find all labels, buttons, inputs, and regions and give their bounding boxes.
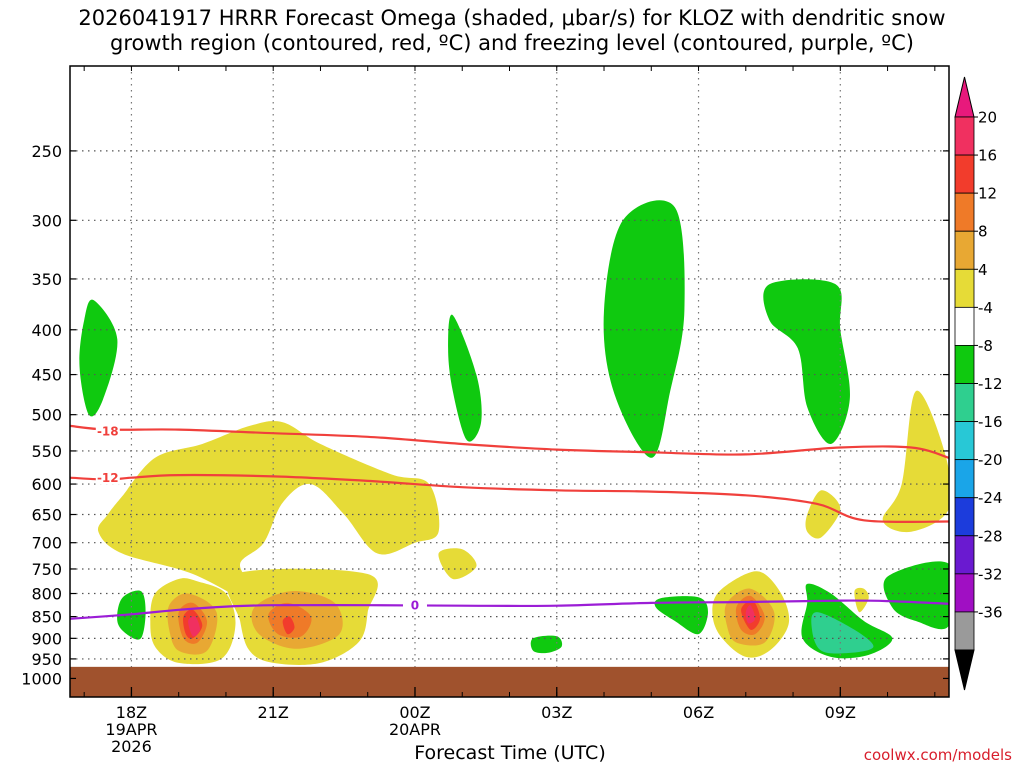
x-tick-label: 18Z bbox=[116, 703, 147, 722]
x-tick-label: 21Z bbox=[258, 703, 289, 722]
x-tick-label: 09Z bbox=[825, 703, 856, 722]
y-tick-label: 450 bbox=[31, 366, 62, 385]
colorbar-label: -20 bbox=[978, 451, 1003, 469]
colorbar-swatch bbox=[954, 421, 975, 461]
omega-region bbox=[883, 561, 949, 630]
x-tick-label: 03Z bbox=[541, 703, 572, 722]
colorbar-swatch bbox=[954, 497, 975, 537]
contour-label: 0 bbox=[411, 599, 419, 613]
y-tick-label: 850 bbox=[31, 608, 62, 627]
colorbar-label: -32 bbox=[978, 565, 1003, 583]
colorbar-swatch bbox=[954, 535, 975, 575]
colorbar-swatch bbox=[954, 116, 975, 156]
contour-line bbox=[70, 473, 949, 524]
y-tick-label: 600 bbox=[31, 475, 62, 494]
colorbar-label: -8 bbox=[978, 337, 993, 355]
colorbar-swatch bbox=[954, 230, 975, 270]
colorbar-label: -28 bbox=[978, 527, 1003, 545]
colorbar-label: 4 bbox=[978, 261, 988, 279]
x-tick-label: 2026 bbox=[111, 737, 152, 756]
y-tick-label: 800 bbox=[31, 585, 62, 604]
colorbar-swatch bbox=[954, 268, 975, 308]
colorbar-swatch bbox=[954, 383, 975, 422]
colorbar-label: -12 bbox=[978, 375, 1003, 393]
y-tick-label: 750 bbox=[31, 560, 62, 579]
y-tick-label: 1000 bbox=[21, 669, 62, 688]
y-tick-label: 700 bbox=[31, 534, 62, 553]
chart-title-line-2: growth region (contoured, red, ºC) and f… bbox=[110, 31, 914, 55]
colorbar-swatch bbox=[954, 154, 975, 194]
y-tick-label: 650 bbox=[31, 506, 62, 525]
colorbar-label: 8 bbox=[978, 223, 988, 241]
contour-label-bg bbox=[95, 470, 120, 485]
colorbar-swatch bbox=[954, 611, 975, 651]
chart-title-line-1: 2026041917 HRRR Forecast Omega (shaded, … bbox=[78, 6, 946, 30]
omega-region bbox=[530, 635, 563, 654]
colorbar-top-triangle bbox=[954, 76, 975, 118]
colorbar-label: 12 bbox=[978, 185, 997, 203]
y-tick-label: 300 bbox=[31, 211, 62, 230]
omega-region bbox=[79, 299, 118, 417]
contour-label: -12 bbox=[97, 471, 119, 485]
y-tick-label: 500 bbox=[31, 406, 62, 425]
x-tick-label: 20APR bbox=[389, 720, 441, 739]
colorbar-label: -4 bbox=[978, 299, 993, 317]
y-tick-label: 550 bbox=[31, 442, 62, 461]
colorbar-swatch bbox=[954, 573, 975, 613]
x-tick-label: 06Z bbox=[683, 703, 714, 722]
omega-region bbox=[603, 200, 685, 458]
colorbar-label: -24 bbox=[978, 489, 1003, 507]
x-tick-label: 00Z bbox=[399, 703, 430, 722]
contour-label-bg bbox=[402, 598, 427, 613]
colorbar-swatch bbox=[954, 459, 975, 499]
chart-title: 2026041917 HRRR Forecast Omega (shaded, … bbox=[0, 6, 1024, 56]
omega-region bbox=[763, 279, 850, 445]
ground-terrain bbox=[70, 666, 949, 697]
y-tick-label: 900 bbox=[31, 629, 62, 648]
y-tick-label: 250 bbox=[31, 142, 62, 161]
omega-region bbox=[188, 616, 201, 637]
omega-region bbox=[448, 314, 482, 442]
colorbar-swatch bbox=[954, 192, 975, 232]
colorbar-label: 16 bbox=[978, 147, 997, 165]
y-tick-label: 950 bbox=[31, 650, 62, 669]
omega-region bbox=[282, 616, 295, 635]
source-credit[interactable]: coolwx.com/models bbox=[863, 746, 1012, 764]
omega-region bbox=[654, 596, 708, 635]
contour-label-bg bbox=[95, 424, 120, 439]
colorbar-swatch bbox=[954, 345, 975, 384]
colorbar-bottom-triangle bbox=[954, 649, 975, 691]
omega-region bbox=[882, 391, 949, 533]
contour-label: -18 bbox=[97, 425, 119, 439]
y-tick-label: 400 bbox=[31, 321, 62, 340]
x-tick-label: 19APR bbox=[105, 720, 157, 739]
colorbar-label: -36 bbox=[978, 603, 1003, 621]
contour-line bbox=[70, 424, 949, 459]
contour-line bbox=[70, 599, 949, 620]
colorbar-swatch bbox=[954, 306, 975, 346]
y-tick-label: 350 bbox=[31, 270, 62, 289]
omega-region bbox=[438, 548, 477, 580]
omega-region bbox=[745, 605, 756, 624]
colorbar-label: -16 bbox=[978, 413, 1003, 431]
omega-region bbox=[811, 612, 874, 654]
x-axis-label: Forecast Time (UTC) bbox=[414, 742, 606, 764]
colorbar-label: 20 bbox=[978, 109, 997, 127]
